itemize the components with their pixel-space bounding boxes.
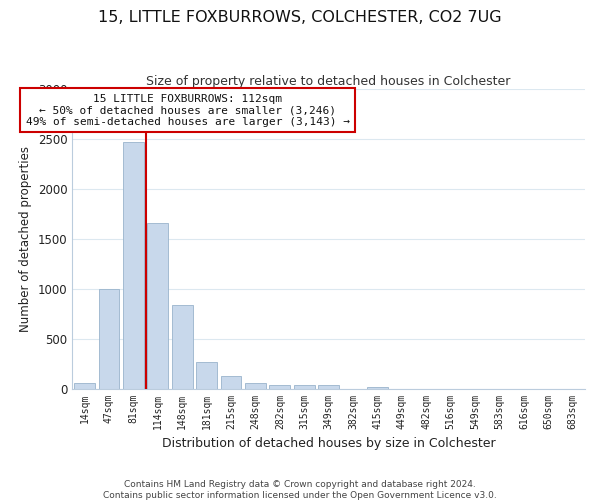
Bar	[319, 385, 339, 388]
X-axis label: Distribution of detached houses by size in Colchester: Distribution of detached houses by size …	[162, 437, 496, 450]
Bar	[74, 383, 95, 388]
Bar	[172, 304, 193, 388]
Bar	[367, 386, 388, 388]
Y-axis label: Number of detached properties: Number of detached properties	[19, 146, 32, 332]
Bar	[245, 383, 266, 388]
Title: Size of property relative to detached houses in Colchester: Size of property relative to detached ho…	[146, 75, 511, 88]
Text: Contains HM Land Registry data © Crown copyright and database right 2024.
Contai: Contains HM Land Registry data © Crown c…	[103, 480, 497, 500]
Bar	[148, 223, 168, 388]
Bar	[221, 376, 241, 388]
Bar	[294, 384, 314, 388]
Bar	[269, 384, 290, 388]
Text: 15, LITTLE FOXBURROWS, COLCHESTER, CO2 7UG: 15, LITTLE FOXBURROWS, COLCHESTER, CO2 7…	[98, 10, 502, 25]
Text: 15 LITTLE FOXBURROWS: 112sqm
← 50% of detached houses are smaller (3,246)
49% of: 15 LITTLE FOXBURROWS: 112sqm ← 50% of de…	[26, 94, 350, 127]
Bar	[98, 289, 119, 388]
Bar	[196, 362, 217, 388]
Bar	[123, 142, 144, 388]
